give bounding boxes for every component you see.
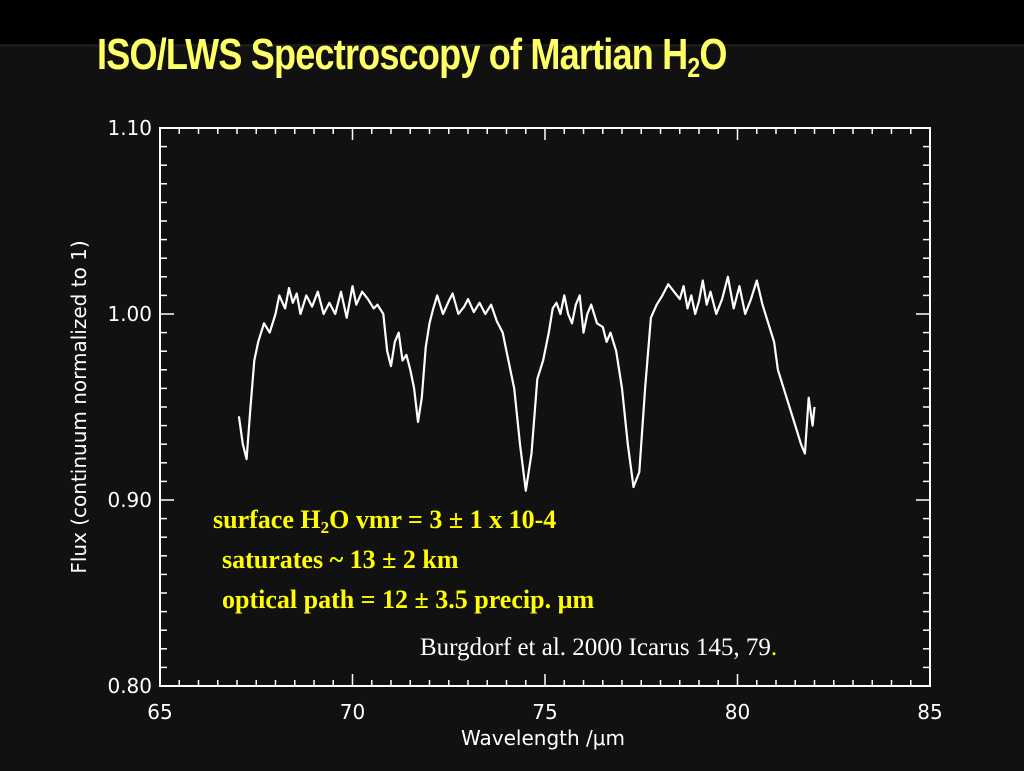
x-tick-label: 80 [725,700,750,724]
annotation-line-3: optical path = 12 ± 3.5 precip. µm [222,585,595,614]
citation-text: Burgdorf et al. 2000 Icarus 145, 79 [420,634,771,661]
annotation-line-1-post: O vmr = 3 ± 1 x 10-4 [329,505,557,534]
title-main: ISO/LWS Spectroscopy of Martian H [97,30,688,79]
title-end: O [699,30,727,79]
citation-period: . [770,634,778,661]
annotation-line-1-pre: surface H [213,505,321,534]
x-tick-label: 85 [917,700,942,724]
y-tick-label: 1.00 [107,302,152,326]
y-tick-label: 1.10 [107,116,152,140]
x-tick-label: 70 [340,700,365,724]
y-tick-label: 0.80 [107,674,152,698]
x-tick-label: 65 [147,700,172,724]
citation: Burgdorf et al. 2000 Icarus 145, 79. [420,634,777,662]
x-axis-label: Wavelength /μm [461,726,625,750]
y-axis-label: Flux (continuum normalized to 1) [67,240,91,573]
x-tick-label: 75 [532,700,557,724]
spectrum-line [237,275,816,492]
slide-title: ISO/LWS Spectroscopy of Martian H2O [97,30,727,84]
annotation-line-2: saturates ~ 13 ± 2 km [222,545,459,574]
annotation-line-1: surface H2O vmr = 3 ± 1 x 10-4 [213,505,556,538]
title-subscript: 2 [687,52,700,83]
y-tick-label: 0.90 [107,488,152,512]
background-brush [0,44,1024,771]
annotation-line-1-sub: 2 [320,518,330,537]
